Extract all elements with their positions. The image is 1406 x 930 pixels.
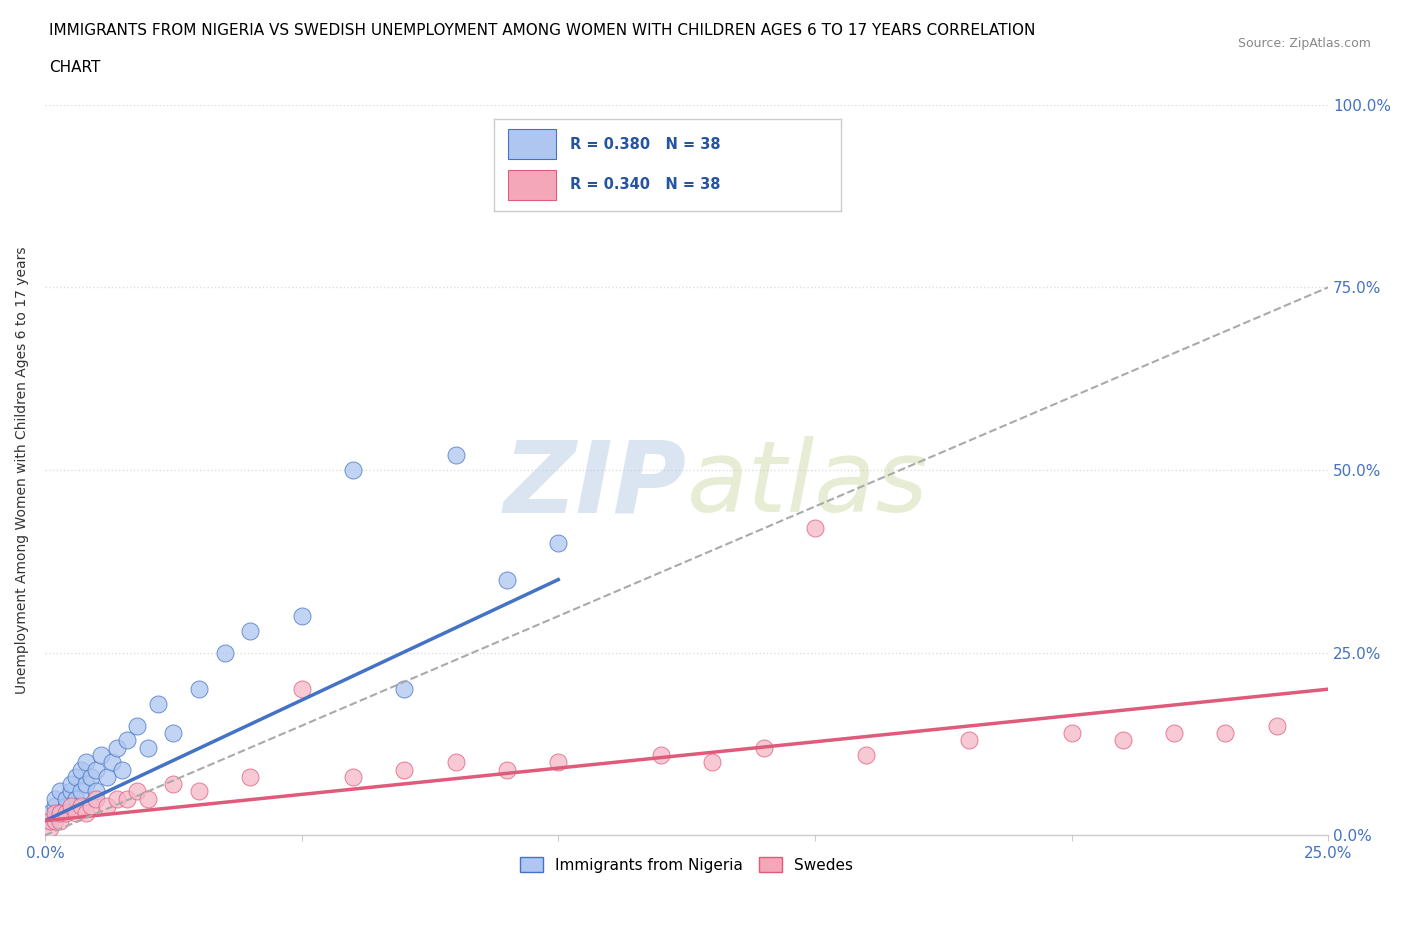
Point (84, 784, 107, 799)
Point (291, 609, 314, 624)
Point (162, 725, 184, 740)
Point (188, 784, 211, 799)
Point (650, 748, 672, 763)
Point (394, 762, 416, 777)
Point (39, 813, 62, 828)
Point (49, 813, 72, 828)
Point (547, 755, 569, 770)
Point (547, 536, 569, 551)
Point (75, 755, 97, 770)
Point (84, 791, 107, 806)
Point (136, 791, 159, 806)
Point (44, 813, 66, 828)
Point (70, 762, 93, 777)
Text: atlas: atlas (686, 436, 928, 533)
Point (804, 521, 827, 536)
Point (855, 748, 877, 763)
Point (1215, 725, 1237, 740)
Point (496, 572, 519, 587)
Point (239, 623, 262, 638)
Text: IMMIGRANTS FROM NIGERIA VS SWEDISH UNEMPLOYMENT AMONG WOMEN WITH CHILDREN AGES 6: IMMIGRANTS FROM NIGERIA VS SWEDISH UNEMP… (49, 23, 1036, 38)
Point (1163, 725, 1185, 740)
Point (394, 682, 416, 697)
Point (127, 718, 149, 733)
Point (80, 769, 103, 784)
Point (1265, 718, 1288, 733)
Point (80, 799, 103, 814)
Point (39, 820, 62, 835)
Point (1060, 725, 1083, 740)
Point (146, 697, 169, 711)
Point (90, 748, 112, 763)
Point (1112, 733, 1135, 748)
Point (49, 784, 72, 799)
Point (105, 740, 128, 755)
Point (291, 682, 314, 697)
Point (239, 769, 262, 784)
Point (342, 462, 364, 477)
Point (44, 799, 66, 814)
Point (39, 806, 62, 821)
Point (44, 806, 66, 821)
Point (100, 755, 122, 770)
Point (115, 791, 138, 806)
Point (105, 791, 128, 806)
Point (127, 784, 149, 799)
Point (115, 733, 138, 748)
Point (702, 755, 724, 770)
Point (162, 777, 184, 791)
Point (444, 755, 467, 770)
Point (59, 777, 82, 791)
Point (96, 799, 118, 814)
Point (496, 762, 519, 777)
Point (70, 799, 93, 814)
Point (65, 791, 87, 806)
Legend: Immigrants from Nigeria, Swedes: Immigrants from Nigeria, Swedes (515, 851, 859, 879)
Point (214, 645, 236, 660)
Point (59, 784, 82, 799)
Y-axis label: Unemployment Among Women with Children Ages 6 to 17 years: Unemployment Among Women with Children A… (15, 246, 30, 694)
Point (65, 769, 87, 784)
Point (39, 813, 62, 828)
Point (957, 733, 980, 748)
Point (444, 448, 467, 463)
Point (55, 806, 77, 821)
Point (111, 762, 134, 777)
Point (55, 799, 77, 814)
Point (84, 762, 107, 777)
Point (96, 769, 118, 784)
Point (44, 791, 66, 806)
Text: CHART: CHART (49, 60, 101, 75)
Text: ZIP: ZIP (503, 436, 686, 533)
Text: Source: ZipAtlas.com: Source: ZipAtlas.com (1237, 37, 1371, 50)
Point (342, 769, 364, 784)
Point (49, 806, 72, 821)
Point (65, 806, 87, 821)
Point (75, 806, 97, 821)
Point (49, 806, 72, 821)
Point (136, 740, 159, 755)
Point (70, 784, 93, 799)
Point (188, 682, 211, 697)
Point (55, 791, 77, 806)
Point (752, 740, 775, 755)
Point (75, 777, 97, 791)
Point (59, 799, 82, 814)
